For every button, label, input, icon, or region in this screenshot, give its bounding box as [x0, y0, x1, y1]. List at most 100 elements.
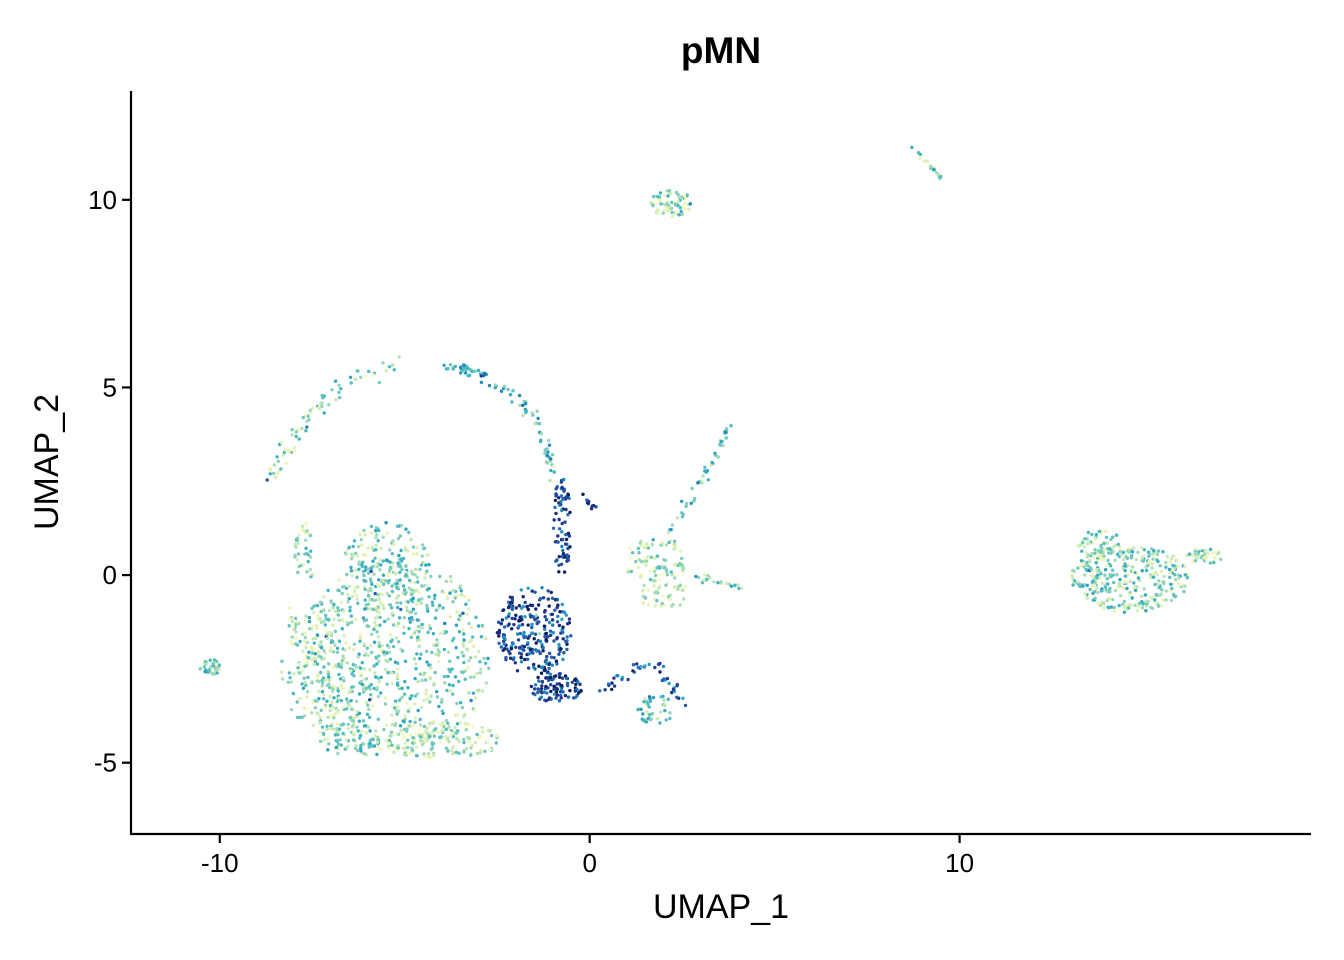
- scatter-point: [1164, 589, 1168, 593]
- scatter-point: [533, 422, 537, 426]
- scatter-point: [1168, 571, 1173, 575]
- scatter-point: [543, 634, 547, 639]
- scatter-point: [322, 732, 326, 737]
- scatter-point: [376, 676, 381, 680]
- scatter-point: [418, 717, 422, 722]
- scatter-point: [1176, 582, 1181, 586]
- scatter-point: [293, 616, 298, 620]
- scatter-point: [390, 363, 395, 367]
- scatter-point: [370, 650, 374, 655]
- scatter-point: [407, 530, 411, 534]
- scatter-point: [366, 703, 370, 707]
- scatter-point: [390, 713, 394, 717]
- scatter-point: [275, 455, 279, 459]
- scatter-point: [328, 631, 333, 636]
- scatter-point: [399, 728, 403, 733]
- scatter-point: [577, 691, 581, 695]
- scatter-point: [410, 569, 414, 573]
- scatter-point: [475, 751, 480, 755]
- scatter-point: [398, 565, 403, 569]
- scatter-point: [357, 567, 361, 571]
- scatter-point: [350, 552, 354, 557]
- scatter-point: [557, 570, 561, 574]
- scatter-point: [395, 524, 400, 528]
- scatter-point: [1212, 560, 1216, 565]
- scatter-point: [305, 529, 309, 533]
- scatter-point: [346, 600, 350, 604]
- scatter-point: [382, 727, 386, 732]
- scatter-point: [346, 592, 350, 597]
- scatter-point: [432, 753, 436, 758]
- scatter-point: [425, 660, 429, 664]
- scatter-point: [433, 593, 437, 597]
- scatter-point: [729, 424, 733, 428]
- scatter-point: [393, 699, 398, 703]
- scatter-point: [560, 602, 564, 607]
- scatter-point: [315, 662, 320, 666]
- scatter-point: [391, 565, 395, 569]
- scatter-point: [545, 654, 549, 659]
- scatter-point: [1171, 554, 1176, 558]
- scatter-point: [564, 542, 568, 546]
- scatter-point: [676, 563, 680, 568]
- scatter-point: [320, 725, 325, 729]
- scatter-point: [215, 663, 219, 667]
- scatter-point: [537, 632, 542, 636]
- scatter-point: [651, 538, 655, 542]
- scatter-point: [298, 428, 303, 432]
- scatter-point: [344, 641, 348, 645]
- scatter-point: [499, 622, 503, 626]
- scatter-point: [373, 734, 377, 738]
- scatter-point: [413, 573, 417, 577]
- scatter-point: [939, 174, 943, 179]
- scatter-point: [382, 653, 387, 657]
- scatter-point: [419, 652, 423, 656]
- scatter-point: [291, 691, 295, 696]
- scatter-point: [1121, 558, 1126, 562]
- scatter-point: [669, 527, 673, 532]
- scatter-point: [1126, 572, 1131, 577]
- scatter-point: [568, 545, 572, 549]
- scatter-point: [356, 729, 360, 733]
- scatter-point: [422, 724, 427, 729]
- scatter-point: [399, 557, 403, 561]
- scatter-point: [359, 644, 364, 649]
- scatter-point: [1169, 589, 1173, 594]
- scatter-point: [303, 631, 307, 635]
- scatter-point: [1151, 552, 1156, 556]
- scatter-point: [527, 652, 531, 656]
- scatter-point: [409, 598, 414, 602]
- scatter-point: [657, 586, 661, 590]
- scatter-point: [524, 409, 528, 413]
- scatter-point: [551, 526, 556, 530]
- scatter-point: [557, 672, 561, 676]
- scatter-point: [664, 543, 669, 547]
- scatter-point: [289, 450, 294, 455]
- scatter-point: [562, 477, 566, 482]
- scatter-point: [1202, 555, 1206, 560]
- scatter-point: [550, 596, 555, 600]
- scatter-point: [568, 688, 572, 693]
- scatter-point: [1112, 609, 1117, 613]
- scatter-point: [431, 603, 435, 607]
- scatter-point: [676, 192, 680, 197]
- scatter-point: [531, 651, 535, 655]
- scatter-point: [330, 388, 334, 392]
- scatter-point: [366, 653, 371, 657]
- scatter-point: [1155, 593, 1159, 597]
- x-tick-label: 10: [945, 848, 974, 878]
- scatter-point: [406, 549, 410, 553]
- scatter-point: [306, 707, 310, 711]
- scatter-point: [372, 572, 376, 576]
- scatter-point: [463, 371, 468, 375]
- scatter-point: [466, 722, 470, 727]
- scatter-point: [1147, 559, 1151, 564]
- scatter-point: [430, 650, 434, 655]
- scatter-point: [696, 575, 701, 580]
- scatter-point: [680, 195, 684, 199]
- scatter-point: [361, 616, 366, 620]
- scatter-point: [1208, 561, 1213, 565]
- scatter-point: [668, 593, 672, 597]
- scatter-point: [423, 576, 427, 580]
- scatter-point: [354, 377, 358, 382]
